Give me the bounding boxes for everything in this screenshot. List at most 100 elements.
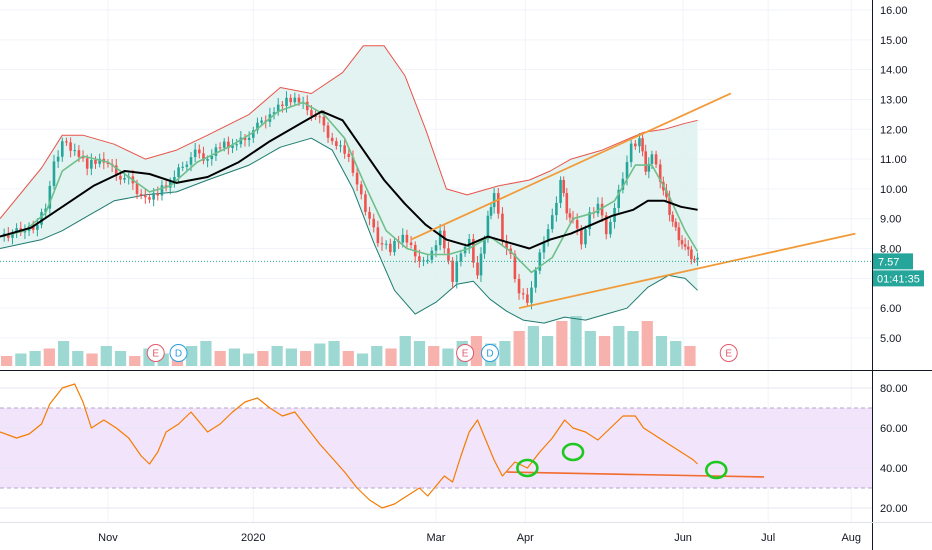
earnings-flag[interactable]: E <box>719 344 738 362</box>
timer-badge <box>873 270 924 287</box>
candle-body <box>152 193 155 200</box>
candle-body <box>193 149 197 158</box>
volume-bar <box>385 348 397 366</box>
candle-body <box>65 141 68 143</box>
volume-bar <box>271 346 283 366</box>
candle-body <box>521 293 525 295</box>
rsi-marker <box>704 460 728 480</box>
candle-body <box>588 212 591 230</box>
candle-body <box>198 149 201 154</box>
candle-body <box>123 177 126 180</box>
volume-bar <box>15 353 27 366</box>
candle-body <box>443 230 446 249</box>
candle-body <box>326 125 330 138</box>
candle-body <box>247 137 251 141</box>
time-tick-label: Nov <box>98 532 118 544</box>
candle-body <box>335 141 338 146</box>
volume-bar <box>684 346 696 366</box>
candle-body <box>559 179 562 203</box>
candle-body <box>434 245 438 251</box>
dividend-flag[interactable]: D <box>169 344 188 362</box>
price-tick-label: 15.00 <box>880 35 908 47</box>
volume-bar <box>314 343 326 366</box>
timer-badge-value: 01:41:35 <box>877 273 920 285</box>
earnings-flag[interactable]: E <box>456 344 475 362</box>
dividend-flag[interactable]: D <box>480 344 499 362</box>
price-tick-label: 13.00 <box>880 94 908 106</box>
volume-bar <box>257 351 269 366</box>
candle-body <box>322 116 326 126</box>
candle-body <box>48 185 52 209</box>
volume-bar <box>129 356 141 366</box>
price-tick-label: 5.00 <box>880 333 901 345</box>
volume-bar <box>556 321 568 366</box>
rsi-tick-label: 20.00 <box>880 503 908 515</box>
candle-body <box>31 225 35 230</box>
candle-body <box>654 154 658 165</box>
candle-body <box>85 158 89 169</box>
candle-body <box>693 259 696 261</box>
volume-bar <box>100 346 112 366</box>
trendline <box>410 92 732 241</box>
volume-bar <box>428 346 440 366</box>
candle-body <box>218 147 222 149</box>
candle-body <box>243 137 247 141</box>
candle-body <box>438 230 442 246</box>
candle-body <box>339 145 342 147</box>
volume-bar <box>413 341 426 366</box>
candle-body <box>276 104 280 113</box>
rsi-band <box>0 408 872 488</box>
candle-body <box>621 178 625 190</box>
dividend-flag-label: D <box>486 349 493 360</box>
candle-body <box>538 252 542 271</box>
sma-slow-line <box>0 110 698 250</box>
candle-body <box>368 211 371 219</box>
candle-body <box>534 270 537 288</box>
candle-body <box>202 153 205 161</box>
candle-body <box>98 158 101 164</box>
earnings-flag[interactable]: E <box>146 344 165 362</box>
volume-bar <box>641 321 653 366</box>
candle-body <box>604 215 608 235</box>
dividend-flag-circle <box>169 344 188 362</box>
candle-body <box>359 184 363 195</box>
candle-body <box>256 122 259 131</box>
candle-body <box>634 143 637 147</box>
candle-body <box>56 156 60 162</box>
volume-bar <box>655 336 668 366</box>
candle-body <box>426 259 429 261</box>
price-tick-label: 6.00 <box>880 303 901 315</box>
candle-body <box>364 194 367 212</box>
candle-body <box>330 137 334 142</box>
candle-body <box>189 157 193 165</box>
candle-body <box>90 159 93 169</box>
candle-body <box>568 213 572 218</box>
candle-body <box>310 110 313 116</box>
candle-body <box>160 185 164 196</box>
volume-bar <box>200 341 212 366</box>
volume-bar <box>342 351 354 366</box>
candle-body <box>389 243 392 253</box>
candle-body <box>451 260 454 282</box>
candle-body <box>251 130 255 138</box>
candle-body <box>671 214 674 222</box>
candle-body <box>314 115 317 117</box>
candle-body <box>483 239 486 254</box>
rsi-tick-label: 80.00 <box>880 383 908 395</box>
candle-body <box>575 219 579 229</box>
price-tick-label: 9.00 <box>880 214 901 226</box>
earnings-flag-circle <box>719 344 738 362</box>
rsi-line <box>0 383 699 509</box>
time-tick-label: Jun <box>674 532 692 544</box>
earnings-flag-circle <box>456 344 475 362</box>
candle-body <box>206 159 209 161</box>
candle-body <box>629 143 633 163</box>
candle-body <box>289 97 292 103</box>
volume-bar <box>243 353 255 366</box>
candle-body <box>650 154 654 164</box>
candle-body <box>513 253 517 279</box>
candle-body <box>401 234 405 243</box>
